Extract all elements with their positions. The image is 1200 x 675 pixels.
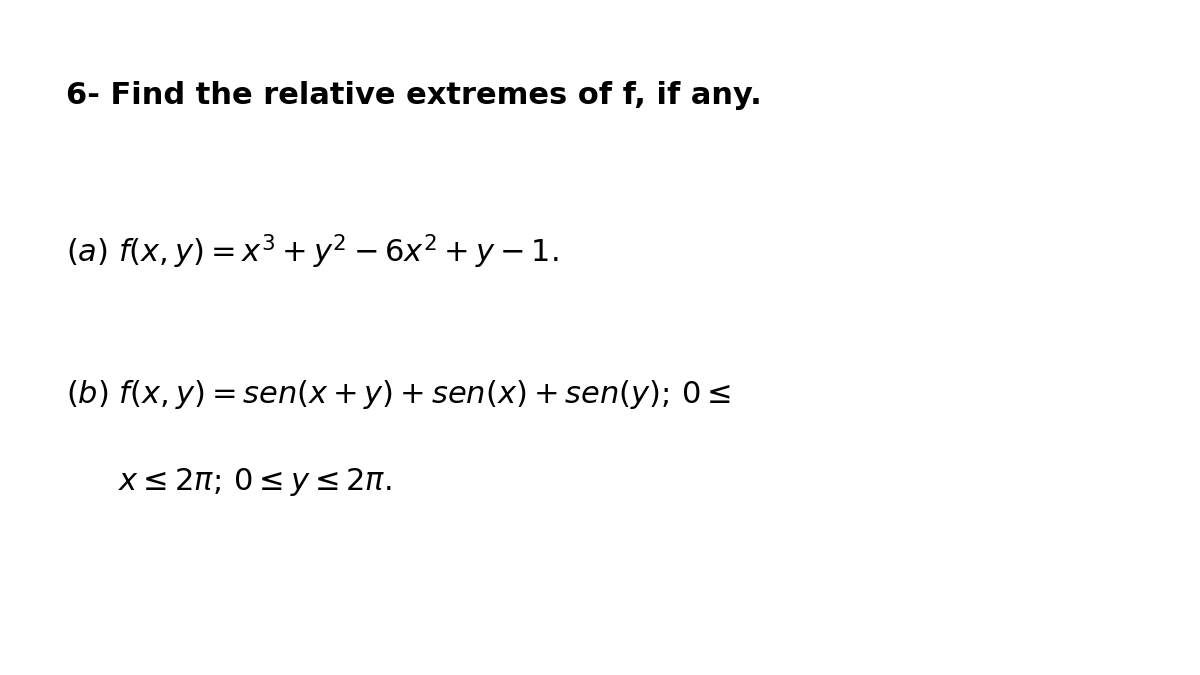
Text: $x \leq 2\pi;\, 0 \leq y \leq 2\pi.$: $x \leq 2\pi;\, 0 \leq y \leq 2\pi.$ [118, 466, 391, 497]
Text: 6- Find the relative extremes of f, if any.: 6- Find the relative extremes of f, if a… [66, 81, 762, 110]
Text: $(b)$ $f(x, y) = sen(x + y) + sen(x) + sen(y);\, 0 \leq$: $(b)$ $f(x, y) = sen(x + y) + sen(x) + s… [66, 378, 731, 411]
Text: $(a)$ $f(x, y) = x^3 + y^2 - 6x^2 + y - 1.$: $(a)$ $f(x, y) = x^3 + y^2 - 6x^2 + y - … [66, 233, 558, 271]
